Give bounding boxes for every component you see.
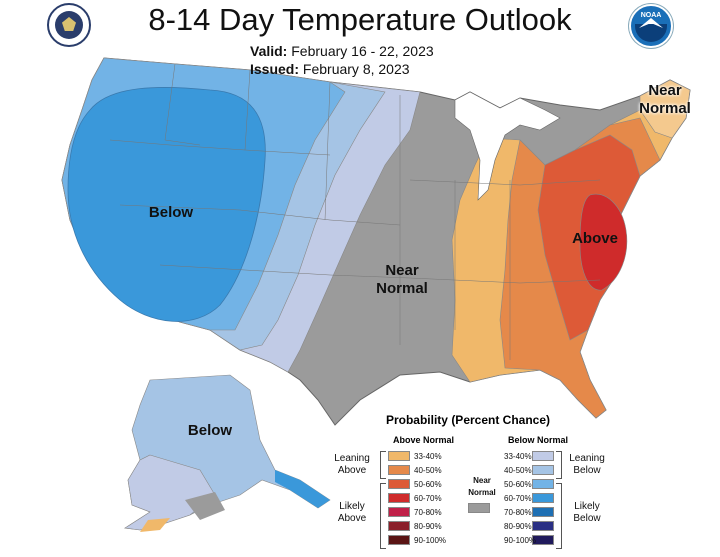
legend-below-swatch-6 <box>532 535 554 545</box>
legend-above-swatch-2 <box>388 479 410 489</box>
legend-below-swatch-1 <box>532 465 554 475</box>
valid-label: Valid: <box>250 43 288 59</box>
noaa-logo: NOAA <box>629 4 673 48</box>
page-title: 8-14 Day Temperature Outlook <box>148 2 572 37</box>
legend-above-header: Above Normal <box>393 435 455 445</box>
issued-value: February 8, 2023 <box>302 61 410 77</box>
legend-below-label-6: 90-100% <box>504 536 537 545</box>
legend: Probability (Percent Chance) Above Norma… <box>328 413 608 553</box>
agency-seal-logo <box>47 3 91 47</box>
legend-below-label-5: 80-90% <box>504 522 532 531</box>
legend-below-swatch-3 <box>532 493 554 503</box>
legend-below-swatch-2 <box>532 479 554 489</box>
legend-above-swatch-5 <box>388 521 410 531</box>
legend-above-label-5: 80-90% <box>414 522 442 531</box>
valid-line: Valid: February 16 - 22, 2023 <box>250 43 434 59</box>
ne-near-zone <box>639 79 691 139</box>
legend-below-header: Below Normal <box>508 435 569 445</box>
legend-above-swatch-4 <box>388 507 410 517</box>
legend-below-label-3: 60-70% <box>504 494 532 503</box>
legend-above-label-0: 33-40% <box>414 452 442 461</box>
leaning-below-brace <box>556 451 562 479</box>
near-normal-swatch <box>468 503 490 513</box>
likely-above-brace <box>380 483 386 549</box>
great-lakes <box>454 91 561 201</box>
region-label-central-near: Near Normal <box>376 262 428 297</box>
above-60-70-zone <box>579 193 628 291</box>
region-label-ne-near: Near Normal <box>639 82 691 117</box>
alaska-above-zone <box>140 518 170 532</box>
legend-leaning-below: Leaning Below <box>569 453 605 476</box>
issued-label: Issued: <box>250 61 300 77</box>
legend-below-swatch-5 <box>532 521 554 531</box>
legend-above-swatch-0 <box>388 451 410 461</box>
legend-leaning-above: Leaning Above <box>334 453 370 476</box>
legend-below-label-0: 33-40% <box>504 452 532 461</box>
legend-above-label-3: 60-70% <box>414 494 442 503</box>
issued-line: Issued: February 8, 2023 <box>250 61 410 77</box>
valid-value: February 16 - 22, 2023 <box>291 43 434 59</box>
legend-above-swatch-6 <box>388 535 410 545</box>
legend-below-swatch-0 <box>532 451 554 461</box>
alaska-near-zone <box>185 492 225 520</box>
legend-above-swatch-3 <box>388 493 410 503</box>
region-label-east-above: Above <box>572 230 618 247</box>
legend-above-label-1: 40-50% <box>414 466 442 475</box>
legend-below-label-2: 50-60% <box>504 480 532 489</box>
legend-near-normal: Near Normal <box>468 476 496 497</box>
legend-below-label-1: 40-50% <box>504 466 532 475</box>
legend-above-label-6: 90-100% <box>414 536 447 545</box>
legend-likely-above: Likely Above <box>337 501 367 524</box>
legend-below-label-4: 70-80% <box>504 508 532 517</box>
legend-title: Probability (Percent Chance) <box>385 413 551 427</box>
likely-below-brace <box>556 483 562 549</box>
alaska-33-40-zone <box>124 454 216 531</box>
legend-likely-below: Likely Below <box>573 501 601 524</box>
below-60-70-zone <box>67 87 266 322</box>
alaska-panhandle <box>275 470 330 508</box>
region-label-alaska-below: Below <box>187 422 233 439</box>
noaa-logo-text: NOAA <box>640 12 662 19</box>
legend-above-label-4: 70-80% <box>414 508 442 517</box>
leaning-above-brace <box>380 451 386 479</box>
legend-above-swatch-1 <box>388 465 410 475</box>
legend-below-swatch-4 <box>532 507 554 517</box>
legend-above-label-2: 50-60% <box>414 480 442 489</box>
region-label-west-below: Below <box>148 204 194 221</box>
